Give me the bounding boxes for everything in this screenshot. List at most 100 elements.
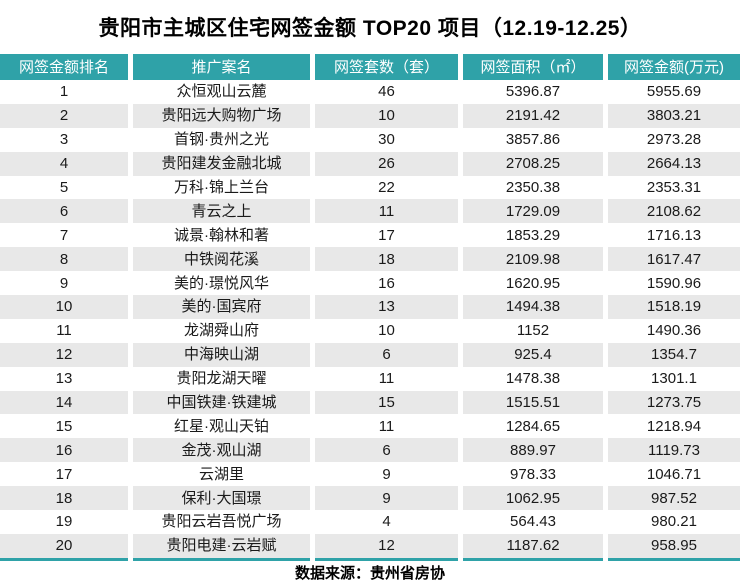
amount-cell: 5955.69 — [608, 80, 740, 104]
units-cell: 6 — [315, 342, 458, 367]
units-cell: 9 — [315, 462, 458, 487]
rank-cell: 11 — [0, 318, 128, 343]
area-cell: 1853.29 — [463, 223, 603, 248]
units-cell: 26 — [315, 151, 458, 176]
table-row: 9 美的·璟悦风华 16 1620.95 1590.96 — [0, 271, 740, 296]
table-row: 11 龙湖舜山府 10 1152 1490.36 — [0, 318, 740, 343]
rank-cell: 16 — [0, 438, 128, 463]
project-name-cell: 中铁阅花溪 — [133, 247, 310, 272]
rank-cell: 19 — [0, 510, 128, 534]
units-cell: 18 — [315, 247, 458, 272]
area-cell: 925.4 — [463, 342, 603, 367]
amount-cell: 2664.13 — [608, 151, 740, 176]
units-cell: 10 — [315, 318, 458, 343]
table-row: 6 青云之上 11 1729.09 2108.62 — [0, 199, 740, 224]
project-name-cell: 贵阳云岩吾悦广场 — [133, 510, 310, 534]
units-cell: 11 — [315, 199, 458, 224]
amount-cell: 980.21 — [608, 510, 740, 534]
area-cell: 1494.38 — [463, 295, 603, 319]
amount-cell: 1301.1 — [608, 366, 740, 391]
amount-cell: 958.95 — [608, 533, 740, 561]
project-name-cell: 贵阳电建·云岩赋 — [133, 533, 310, 561]
units-cell: 9 — [315, 486, 458, 511]
units-cell: 10 — [315, 103, 458, 128]
table-row: 7 诚景·翰林和著 17 1853.29 1716.13 — [0, 223, 740, 248]
amount-cell: 1354.7 — [608, 342, 740, 367]
area-cell: 1284.65 — [463, 414, 603, 439]
units-cell: 22 — [315, 175, 458, 200]
area-cell: 1062.95 — [463, 486, 603, 511]
table-row: 8 中铁阅花溪 18 2109.98 1617.47 — [0, 247, 740, 272]
amount-cell: 2353.31 — [608, 175, 740, 200]
header-cell: 网签套数（套） — [315, 54, 458, 80]
project-name-cell: 红星·观山天铂 — [133, 414, 310, 439]
amount-cell: 1218.94 — [608, 414, 740, 439]
project-name-cell: 美的·璟悦风华 — [133, 271, 310, 296]
table-row: 1 众恒观山云麓 46 5396.87 5955.69 — [0, 80, 740, 104]
amount-cell: 1617.47 — [608, 247, 740, 272]
header-cell: 推广案名 — [133, 54, 310, 80]
rank-cell: 4 — [0, 151, 128, 176]
units-cell: 12 — [315, 533, 458, 561]
project-name-cell: 万科·锦上兰台 — [133, 175, 310, 200]
units-cell: 15 — [315, 390, 458, 415]
area-cell: 3857.86 — [463, 127, 603, 152]
units-cell: 6 — [315, 438, 458, 463]
project-name-cell: 贵阳龙湖天曜 — [133, 366, 310, 391]
area-cell: 564.43 — [463, 510, 603, 534]
table-row: 10 美的·国宾府 13 1494.38 1518.19 — [0, 295, 740, 319]
area-cell: 2708.25 — [463, 151, 603, 176]
area-cell: 1187.62 — [463, 533, 603, 561]
rank-cell: 12 — [0, 342, 128, 367]
rank-cell: 1 — [0, 80, 128, 104]
units-cell: 30 — [315, 127, 458, 152]
amount-cell: 1046.71 — [608, 462, 740, 487]
project-name-cell: 众恒观山云麓 — [133, 80, 310, 104]
table-row: 18 保利·大国璟 9 1062.95 987.52 — [0, 486, 740, 511]
amount-cell: 1490.36 — [608, 318, 740, 343]
project-name-cell: 诚景·翰林和著 — [133, 223, 310, 248]
area-cell: 2191.42 — [463, 103, 603, 128]
project-name-cell: 美的·国宾府 — [133, 295, 310, 319]
table-row: 20 贵阳电建·云岩赋 12 1187.62 958.95 — [0, 533, 740, 561]
rank-cell: 13 — [0, 366, 128, 391]
units-cell: 11 — [315, 366, 458, 391]
table-body: 1 众恒观山云麓 46 5396.87 5955.69 2 贵阳远大购物广场 10 2191.4… — [0, 80, 740, 561]
rank-cell: 6 — [0, 199, 128, 224]
header-cell: 网签金额(万元) — [608, 54, 740, 80]
rank-cell: 15 — [0, 414, 128, 439]
rank-cell: 3 — [0, 127, 128, 152]
area-cell: 2109.98 — [463, 247, 603, 272]
table-row: 13 贵阳龙湖天曜 11 1478.38 1301.1 — [0, 366, 740, 391]
header-cell: 网签面积（㎡） — [463, 54, 603, 80]
units-cell: 46 — [315, 80, 458, 104]
amount-cell: 1590.96 — [608, 271, 740, 296]
data-table: 网签金额排名 推广案名 网签套数（套） 网签面积（㎡） 网签金额(万元) 1 众恒观山云麓… — [0, 54, 740, 561]
project-name-cell: 青云之上 — [133, 199, 310, 224]
rank-cell: 5 — [0, 175, 128, 200]
rank-cell: 7 — [0, 223, 128, 248]
amount-cell: 1273.75 — [608, 390, 740, 415]
rank-cell: 20 — [0, 533, 128, 561]
units-cell: 17 — [315, 223, 458, 248]
rank-cell: 14 — [0, 390, 128, 415]
rank-cell: 9 — [0, 271, 128, 296]
project-name-cell: 贵阳建发金融北城 — [133, 151, 310, 176]
table-row: 14 中国铁建·铁建城 15 1515.51 1273.75 — [0, 390, 740, 415]
area-cell: 1515.51 — [463, 390, 603, 415]
area-cell: 978.33 — [463, 462, 603, 487]
area-cell: 1152 — [463, 318, 603, 343]
area-cell: 2350.38 — [463, 175, 603, 200]
project-name-cell: 龙湖舜山府 — [133, 318, 310, 343]
table-row: 5 万科·锦上兰台 22 2350.38 2353.31 — [0, 175, 740, 200]
project-name-cell: 云湖里 — [133, 462, 310, 487]
amount-cell: 987.52 — [608, 486, 740, 511]
amount-cell: 1716.13 — [608, 223, 740, 248]
units-cell: 4 — [315, 510, 458, 534]
data-source: 数据来源：贵州省房协 — [294, 564, 445, 582]
amount-cell: 2108.62 — [608, 199, 740, 224]
units-cell: 11 — [315, 414, 458, 439]
page-title: 贵阳市主城区住宅网签金额 TOP20 项目（12.19-12.25） — [98, 17, 642, 40]
area-cell: 1729.09 — [463, 199, 603, 224]
project-name-cell: 首钢·贵州之光 — [133, 127, 310, 152]
